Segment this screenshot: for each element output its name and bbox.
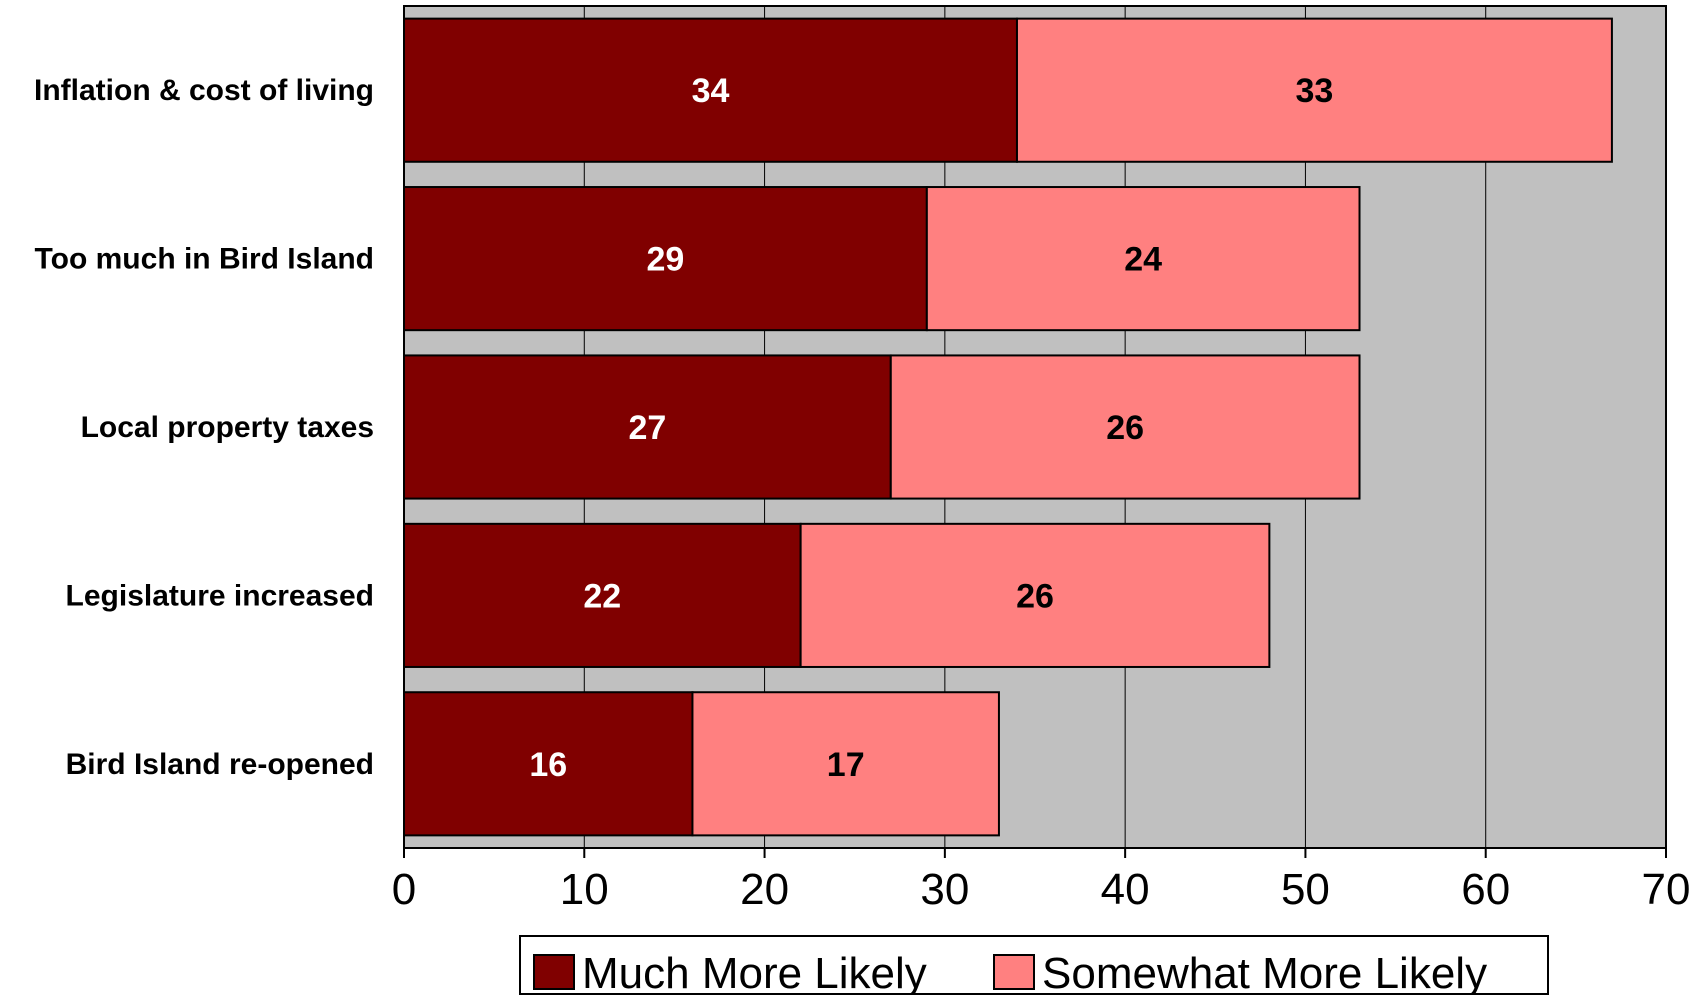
x-tick-label: 0 — [392, 865, 416, 914]
legend-swatch-somewhat-more-likely — [993, 954, 1035, 990]
category-label: Bird Island re-opened — [66, 748, 374, 781]
bar-much-more-likely-too-much-in-bird-island — [403, 186, 928, 332]
data-label-somewhat-more-likely: 33 — [1296, 72, 1334, 110]
bar-somewhat-more-likely-bird-island-re-opened — [691, 691, 1000, 837]
data-label-much-more-likely: 22 — [583, 577, 621, 615]
bar-much-more-likely-legislature-increased — [403, 522, 802, 668]
category-label: Local property taxes — [81, 411, 374, 444]
x-axis-ticks: 0 10 20 30 40 50 60 70 — [392, 848, 1691, 914]
data-label-somewhat-more-likely: 17 — [827, 746, 865, 784]
data-label-somewhat-more-likely: 26 — [1016, 577, 1054, 615]
data-label-somewhat-more-likely: 24 — [1124, 241, 1162, 279]
legend: Much More Likely Somewhat More Likely — [519, 935, 1549, 995]
x-tick-label: 70 — [1642, 865, 1691, 914]
bar-much-more-likely-local-property-taxes — [403, 354, 892, 500]
category-labels: Inflation & cost of living Too much in Bi… — [34, 74, 374, 781]
category-label: Legislature increased — [66, 579, 374, 612]
bar-much-more-likely-bird-island-re-opened — [403, 691, 694, 837]
bar-somewhat-more-likely-legislature-increased — [799, 522, 1271, 668]
data-label-much-more-likely: 16 — [529, 746, 567, 784]
x-tick-label: 50 — [1281, 865, 1330, 914]
x-tick-label: 20 — [740, 865, 789, 914]
data-label-much-more-likely: 27 — [628, 409, 666, 447]
category-label: Inflation & cost of living — [34, 74, 374, 107]
x-tick-label: 60 — [1461, 865, 1510, 914]
bar-somewhat-more-likely-inflation-cost-of-living — [1015, 17, 1613, 163]
data-label-much-more-likely: 34 — [692, 72, 730, 110]
x-tick-label: 10 — [560, 865, 609, 914]
legend-label-somewhat-more-likely: Somewhat More Likely — [1042, 949, 1487, 995]
x-tick-label: 30 — [920, 865, 969, 914]
x-tick-label: 40 — [1101, 865, 1150, 914]
bars: 34 33 29 24 27 26 22 26 16 17 — [403, 17, 1613, 837]
legend-swatch-much-more-likely — [533, 954, 575, 990]
category-label: Too much in Bird Island — [35, 243, 374, 276]
legend-label-much-more-likely: Much More Likely — [582, 949, 927, 995]
data-label-much-more-likely: 29 — [647, 241, 685, 279]
bar-somewhat-more-likely-local-property-taxes — [889, 354, 1361, 500]
data-label-somewhat-more-likely: 26 — [1106, 409, 1144, 447]
bar-somewhat-more-likely-too-much-in-bird-island — [925, 186, 1361, 332]
